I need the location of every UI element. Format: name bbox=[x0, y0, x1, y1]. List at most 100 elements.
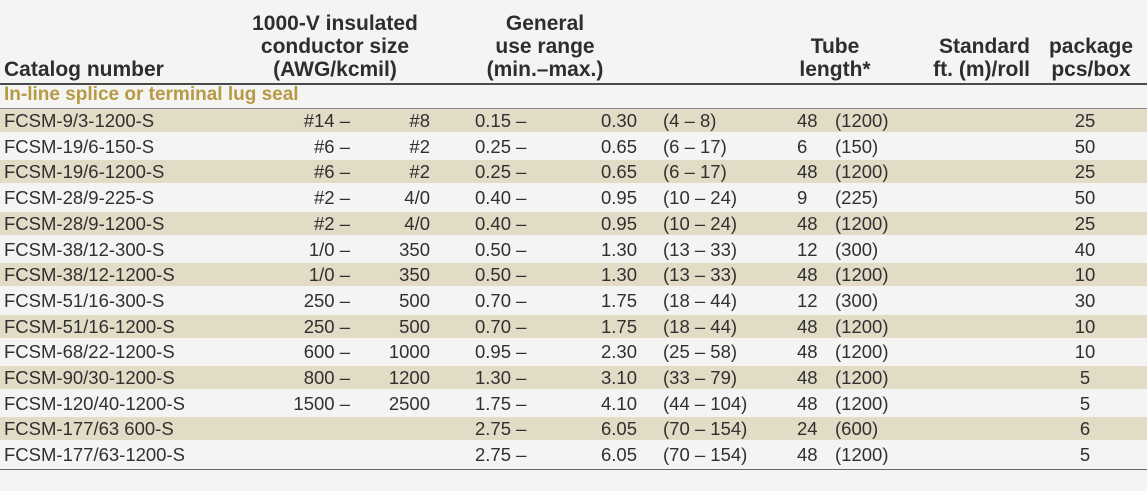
cell-mm: (18 – 44) bbox=[663, 315, 738, 337]
cell-m: (1200) bbox=[835, 392, 889, 414]
header-tube-length: Tube length* bbox=[795, 35, 875, 81]
cell-awg-min: 1/0 – bbox=[308, 238, 350, 260]
cell-in-min: 1.75 – bbox=[475, 392, 527, 414]
cell-ft: 24 bbox=[797, 418, 818, 440]
header-line: length* bbox=[799, 58, 871, 81]
cell-m: (1200) bbox=[835, 315, 889, 337]
cell-catalog: FCSM-9/3-1200-S bbox=[4, 110, 155, 131]
header-line: (AWG/kcmil) bbox=[273, 58, 397, 81]
cell-m: (300) bbox=[835, 289, 879, 311]
table-row: FCSM-28/9-225-S #2 – 4/0 0.40 – 0.95 (10 – 24… bbox=[0, 186, 1147, 209]
cell-mm: (10 – 24) bbox=[663, 187, 738, 209]
header-line: package bbox=[1048, 35, 1134, 58]
cell-awg-min: 1500 – bbox=[293, 392, 350, 414]
cell-pcs: 6 bbox=[1079, 418, 1091, 440]
header-line: ft. (m)/roll bbox=[933, 58, 1030, 81]
cell-awg-max: 500 bbox=[399, 315, 430, 337]
cell-ft: 6 bbox=[797, 135, 808, 157]
cell-ft: 48 bbox=[797, 110, 818, 131]
cell-pcs: 5 bbox=[1079, 367, 1091, 388]
cell-in-min: 2.75 – bbox=[475, 444, 527, 466]
cell-ft: 48 bbox=[797, 444, 818, 466]
cell-awg-max: #2 bbox=[409, 161, 430, 183]
table-row: FCSM-38/12-300-S 1/0 – 350 0.50 – 1.30 (13 – … bbox=[0, 238, 1147, 261]
cell-mm: (33 – 79) bbox=[663, 367, 738, 388]
table-row: FCSM-177/63 600-S 2.75 – 6.05 (70 – 154) 24 (… bbox=[0, 417, 1147, 441]
cell-mm: (70 – 154) bbox=[663, 418, 748, 440]
cell-catalog: FCSM-38/12-300-S bbox=[4, 238, 165, 260]
cell-awg-min: #6 – bbox=[313, 135, 350, 157]
cell-pcs: 50 bbox=[1074, 187, 1096, 209]
header-line: pcs/box bbox=[1051, 58, 1131, 81]
cell-catalog: FCSM-28/9-225-S bbox=[4, 187, 155, 209]
cell-pcs: 25 bbox=[1074, 110, 1096, 131]
cell-pcs: 10 bbox=[1074, 264, 1096, 286]
cell-m: (300) bbox=[835, 238, 879, 260]
cell-in-max: 0.65 bbox=[600, 135, 637, 157]
header-catalog-number: Catalog number bbox=[4, 58, 164, 81]
cell-catalog: FCSM-51/16-1200-S bbox=[4, 315, 175, 337]
cell-awg-max: 350 bbox=[399, 264, 430, 286]
cell-catalog: FCSM-28/9-1200-S bbox=[4, 212, 165, 234]
cell-m: (225) bbox=[835, 187, 879, 209]
header-use-range: General use range (min.–max.) bbox=[470, 12, 620, 81]
cell-in-max: 1.75 bbox=[600, 289, 637, 311]
cell-awg-max: 500 bbox=[399, 289, 430, 311]
cell-ft: 48 bbox=[797, 212, 818, 234]
cell-ft: 48 bbox=[797, 161, 818, 183]
cell-awg-max: #8 bbox=[409, 110, 430, 131]
cell-awg-min: #2 – bbox=[313, 187, 350, 209]
cell-mm: (70 – 154) bbox=[663, 444, 748, 466]
cell-in-max: 0.65 bbox=[600, 161, 637, 183]
cell-ft: 48 bbox=[797, 392, 818, 414]
cell-pcs: 10 bbox=[1074, 315, 1096, 337]
cell-pcs: 5 bbox=[1079, 392, 1091, 414]
cell-pcs: 40 bbox=[1074, 238, 1096, 260]
cell-m: (600) bbox=[835, 418, 879, 440]
cell-m: (1200) bbox=[835, 444, 889, 466]
cell-in-min: 0.40 – bbox=[475, 187, 527, 209]
header-package: package pcs/box bbox=[1036, 35, 1146, 81]
cell-awg-max: 4/0 bbox=[404, 212, 430, 234]
cell-m: (1200) bbox=[835, 212, 889, 234]
cell-catalog: FCSM-19/6-1200-S bbox=[4, 161, 165, 183]
cell-ft: 9 bbox=[797, 187, 808, 209]
cell-catalog: FCSM-90/30-1200-S bbox=[4, 367, 175, 388]
cell-mm: (6 – 17) bbox=[663, 135, 727, 157]
table-row: FCSM-38/12-1200-S 1/0 – 350 0.50 – 1.30 (13 –… bbox=[0, 263, 1147, 287]
cell-ft: 12 bbox=[797, 238, 818, 260]
cell-awg-min: 1/0 – bbox=[308, 264, 350, 286]
cell-m: (1200) bbox=[835, 367, 889, 388]
cell-mm: (6 – 17) bbox=[663, 161, 727, 183]
section-rule bbox=[0, 108, 1147, 109]
cell-awg-max: 1000 bbox=[388, 341, 430, 363]
bottom-rule bbox=[0, 469, 1147, 470]
table-row: FCSM-90/30-1200-S 800 – 1200 1.30 – 3.10 (33 … bbox=[0, 366, 1147, 389]
header-line: 1000-V insulated bbox=[252, 12, 418, 35]
cell-mm: (25 – 58) bbox=[663, 341, 738, 363]
cell-m: (1200) bbox=[835, 161, 889, 183]
header-line: Catalog number bbox=[4, 58, 164, 81]
table-row: FCSM-51/16-1200-S 250 – 500 0.70 – 1.75 (18 –… bbox=[0, 314, 1147, 338]
cell-catalog: FCSM-51/16-300-S bbox=[4, 289, 165, 311]
cell-pcs: 5 bbox=[1079, 444, 1091, 466]
table-row: FCSM-120/40-1200-S 1500 – 2500 1.75 – 4.10 (4… bbox=[0, 392, 1147, 415]
cell-m: (1200) bbox=[835, 264, 889, 286]
header-rule bbox=[0, 83, 1147, 85]
table-row: FCSM-51/16-300-S 250 – 500 0.70 – 1.75 (18 – … bbox=[0, 289, 1147, 312]
cell-in-min: 0.70 – bbox=[475, 315, 527, 337]
table-row: FCSM-68/22-1200-S 600 – 1000 0.95 – 2.30 (25 … bbox=[0, 340, 1147, 363]
table-row: FCSM-19/6-1200-S #6 – #2 0.25 – 0.65 (6 – 17)… bbox=[0, 160, 1147, 184]
cell-awg-max: #2 bbox=[409, 135, 430, 157]
cell-awg-max: 2500 bbox=[388, 392, 430, 414]
cell-in-max: 1.30 bbox=[600, 238, 637, 260]
cell-awg-min: #2 – bbox=[313, 212, 350, 234]
table-row: FCSM-9/3-1200-S #14 – #8 0.15 – 0.30 (4 – 8) 4… bbox=[0, 109, 1147, 132]
cell-catalog: FCSM-19/6-150-S bbox=[4, 135, 155, 157]
header-line: use range bbox=[495, 35, 595, 58]
table-row: FCSM-177/63-1200-S 2.75 – 6.05 (70 – 154) 48… bbox=[0, 443, 1147, 466]
header-conductor-size: 1000-V insulated conductor size (AWG/kcm… bbox=[225, 12, 445, 81]
cell-awg-max: 1200 bbox=[388, 367, 430, 388]
cell-awg-min: 600 – bbox=[303, 341, 350, 363]
